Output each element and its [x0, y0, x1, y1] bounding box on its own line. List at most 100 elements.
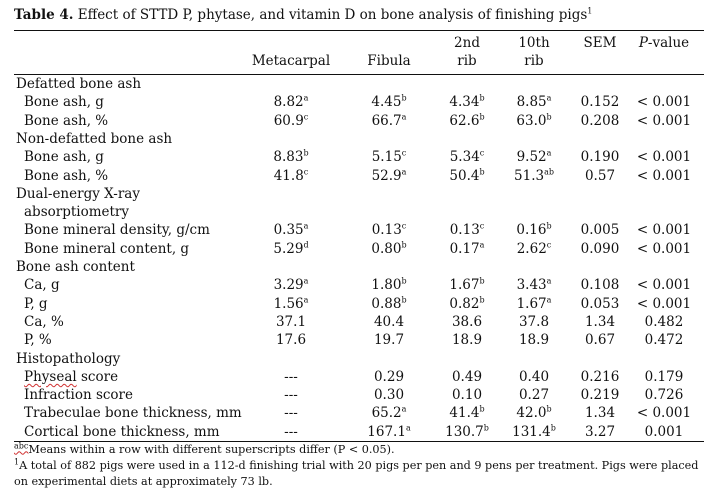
cell-fibula: 66.7a	[371, 112, 407, 129]
section-heading: Histopathology	[14, 350, 704, 368]
table-row: Bone ash, g 8.82a 4.45b 4.34b 8.85a 0.152 < 0.…	[14, 93, 704, 111]
table-row: Physeal score --- 0.29 0.49 0.40 0.216 0.179	[14, 368, 704, 386]
table-row: Ca, % 37.1 40.4 38.6 37.8 1.34 0.482	[14, 313, 704, 331]
cell-2nd-rib: 50.4b	[449, 167, 485, 184]
significance-superscript: b	[479, 112, 485, 122]
cell-10th-rib: 131.4b	[512, 423, 556, 440]
cell-10th-rib: 1.67a	[516, 295, 552, 312]
cell-2nd-rib: 62.6b	[449, 112, 485, 129]
cell-p-value: 0.179	[644, 368, 684, 385]
row-label: Infraction score	[24, 387, 134, 404]
cell-sem: 0.67	[584, 332, 616, 349]
cell-metacarpal: 0.35a	[273, 221, 309, 239]
cell-p-value: < 0.001	[636, 94, 692, 111]
significance-superscript: a	[401, 167, 407, 176]
cell-metacarpal: 1.56a	[273, 295, 309, 312]
cell-2nd-rib: 0.17a	[449, 240, 485, 257]
cell-p-value: < 0.001	[636, 112, 692, 129]
cell-10th-rib: 63.0b	[516, 112, 552, 129]
row-label: Physeal score	[24, 368, 119, 385]
cell-fibula: 40.4	[373, 313, 405, 330]
cell-10th-rib: 37.8	[518, 313, 550, 330]
row-label: Defatted bone ash	[16, 76, 142, 92]
cell-metacarpal: 17.6	[275, 332, 307, 349]
cell-metacarpal: 5.29d	[273, 240, 309, 257]
table-caption: Effect of STTD P, phytase, and vitamin D…	[73, 7, 588, 23]
significance-superscript: b	[546, 221, 552, 231]
cell-sem: 1.34	[584, 405, 616, 422]
cell-sem: 3.27	[584, 423, 616, 440]
section-heading: Bone ash content	[14, 258, 704, 276]
significance-superscript: a	[303, 93, 309, 103]
cell-sem: 1.34	[584, 313, 616, 330]
cell-10th-rib: 18.9	[518, 332, 550, 349]
cell-sem: 0.108	[580, 277, 620, 294]
col-header-sem: SEM	[583, 35, 617, 51]
significance-superscript: b	[303, 148, 309, 158]
cell-fibula: 0.30	[373, 387, 405, 404]
cell-2nd-rib: 1.67b	[449, 276, 485, 294]
significance-superscript: a	[303, 295, 309, 305]
row-label: Dual-energy X-ray	[16, 185, 140, 202]
cell-2nd-rib: 4.34b	[449, 93, 485, 111]
cell-sem: 0.190	[580, 149, 620, 166]
cell-p-value: < 0.001	[636, 405, 692, 422]
row-label: Bone ash, g	[24, 94, 104, 111]
row-label: P, %	[24, 332, 52, 349]
cell-10th-rib: 3.43a	[516, 276, 552, 294]
section-heading: absorptiometry	[14, 203, 704, 221]
cell-2nd-rib: 130.7b	[445, 423, 489, 440]
cell-p-value: < 0.001	[636, 240, 692, 257]
cell-10th-rib: 0.40	[518, 368, 550, 385]
col-header-p-value: P-value	[638, 35, 690, 51]
row-label: absorptiometry	[24, 204, 130, 221]
significance-superscript: a	[546, 295, 552, 305]
section-heading: Defatted bone ash	[14, 75, 704, 93]
cell-sem: 0.216	[580, 368, 620, 385]
significance-superscript: a	[303, 221, 309, 231]
title-footnote-marker: 1	[587, 6, 593, 16]
cell-2nd-rib: 0.13c	[449, 221, 485, 239]
cell-fibula: 1.80b	[371, 276, 407, 294]
cell-sem: 0.208	[580, 112, 620, 129]
cell-10th-rib: 9.52a	[516, 148, 552, 166]
table-row: P, % 17.6 19.7 18.9 18.9 0.67 0.472	[14, 331, 704, 349]
cell-2nd-rib: 38.6	[451, 313, 483, 330]
row-label: Non-defatted bone ash	[16, 130, 173, 147]
table-row: Ca, g 3.29a 1.80b 1.67b 3.43a 0.108 < 0.001	[14, 276, 704, 294]
cell-sem: 0.219	[580, 387, 620, 404]
significance-superscript: b	[479, 167, 485, 176]
col-header-2nd-rib: rib	[457, 53, 477, 69]
cell-p-value: < 0.001	[636, 167, 692, 184]
cell-p-value: 0.472	[644, 332, 684, 349]
row-label: Bone ash content	[16, 259, 135, 275]
significance-superscript: a	[546, 148, 552, 158]
cell-metacarpal: 37.1	[275, 313, 307, 330]
significance-superscript: c	[303, 167, 309, 176]
col-header-fibula: Fibula	[367, 53, 411, 69]
cell-p-value: 0.726	[644, 387, 684, 404]
table-row: Bone ash, % 41.8c 52.9a 50.4b 51.3ab 0.57 < 0.…	[14, 167, 704, 185]
cell-10th-rib: 8.85a	[516, 93, 552, 111]
cell-metacarpal: 8.83b	[273, 148, 309, 166]
cell-fibula: 19.7	[373, 332, 405, 349]
cell-metacarpal: 60.9c	[273, 112, 309, 129]
table-row: Trabeculae bone thickness, mm --- 65.2a 41.…	[14, 404, 704, 422]
row-label: P, g	[24, 295, 48, 312]
cell-10th-rib: 2.62c	[516, 240, 552, 257]
cell-sem: 0.152	[580, 94, 620, 111]
cell-p-value: 0.001	[644, 423, 684, 440]
cell-10th-rib: 42.0b	[516, 404, 552, 422]
significance-superscript: b	[401, 240, 407, 250]
cell-fibula: 0.29	[373, 368, 405, 385]
cell-10th-rib: 0.27	[518, 387, 550, 404]
table-number: Table 4.	[14, 7, 74, 23]
cell-metacarpal: ---	[284, 405, 298, 422]
cell-fibula: 0.80b	[371, 240, 407, 257]
col-header-10th-rib: rib	[524, 53, 544, 69]
cell-fibula: 65.2a	[371, 404, 407, 422]
footnote: abcMeans within a row with different sup…	[14, 441, 395, 456]
table-row: Cortical bone thickness, mm --- 167.1a 130.…	[14, 423, 704, 441]
row-label: Bone mineral density, g/cm	[24, 222, 210, 239]
significance-superscript: b	[550, 423, 556, 433]
